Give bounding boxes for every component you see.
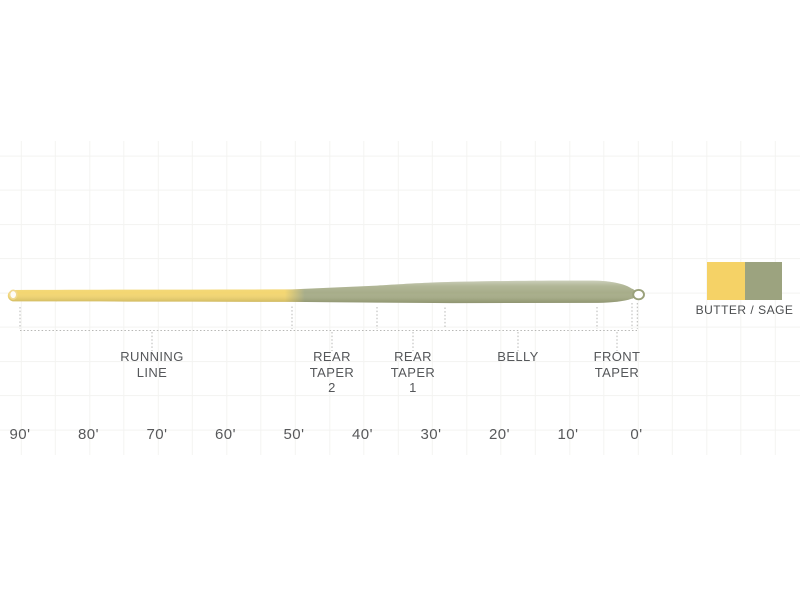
- section-label-rear-taper-1: REAR TAPER 1: [390, 349, 436, 395]
- scale-tick-70: 70': [146, 426, 168, 443]
- section-label-front-taper: FRONT TAPER: [593, 349, 641, 380]
- color-legend: BUTTER / SAGE: [696, 262, 793, 317]
- scale-tick-10: 10': [557, 426, 579, 443]
- butter-swatch: [707, 262, 745, 300]
- scale-tick-90: 90': [9, 426, 31, 443]
- legend-swatches: [707, 262, 782, 300]
- front-welded-loop: [632, 288, 645, 301]
- scale-tick-50: 50': [283, 426, 305, 443]
- scale-tick-40: 40': [351, 426, 374, 443]
- legend-label: BUTTER / SAGE: [695, 303, 794, 317]
- rear-welded-loop: [8, 289, 18, 300]
- section-label-running-line: RUNNING LINE: [120, 349, 184, 380]
- section-label-belly: BELLY: [497, 349, 539, 364]
- scale-tick-80: 80': [77, 426, 100, 443]
- scale-tick-20: 20': [488, 426, 511, 443]
- line-profile-shading: [7, 280, 636, 304]
- sage-swatch: [744, 262, 782, 300]
- section-label-rear-taper-2: REAR TAPER 2: [309, 349, 355, 395]
- scale-tick-60: 60': [214, 426, 237, 443]
- scale-tick-0: 0': [630, 426, 643, 443]
- scale-tick-30: 30': [420, 426, 442, 443]
- dimension-lines: [19, 303, 638, 351]
- fly-line-body: [7, 280, 645, 304]
